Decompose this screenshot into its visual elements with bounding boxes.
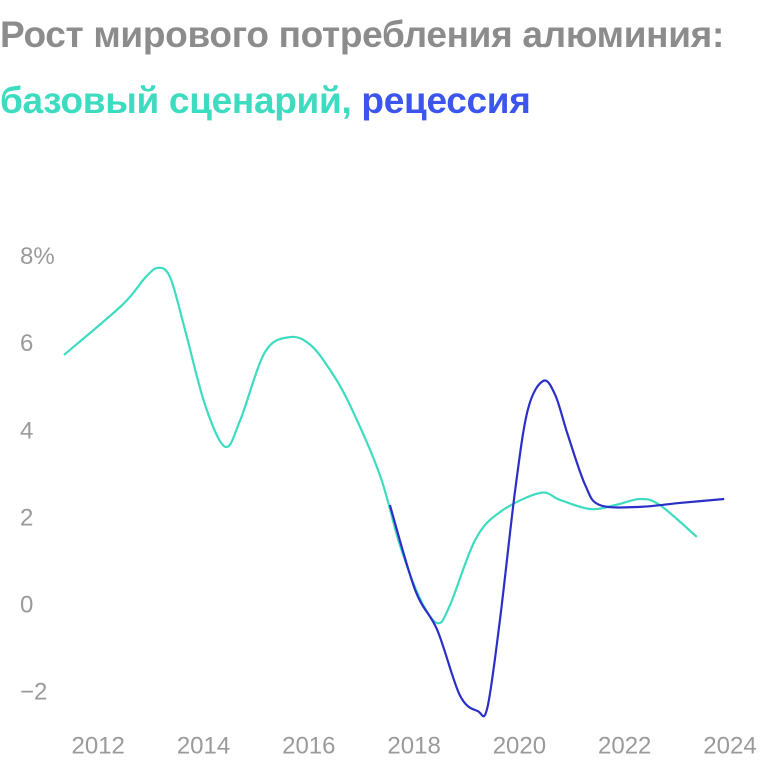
chart-title: Рост мирового потребления алюминия: базо… bbox=[0, 2, 760, 134]
x-tick-label: 2020 bbox=[493, 732, 546, 759]
x-tick-label: 2018 bbox=[387, 732, 440, 759]
x-tick-label: 2024 bbox=[703, 732, 756, 759]
y-tick-label: −2 bbox=[20, 679, 47, 706]
title-text: Рост мирового потребления алюминия: bbox=[0, 14, 724, 55]
y-tick-label: 0 bbox=[20, 591, 33, 618]
series-line bbox=[388, 379, 725, 718]
y-tick-label: 6 bbox=[20, 330, 33, 357]
series-line bbox=[63, 266, 698, 625]
legend-entry: базовый сценарий, bbox=[0, 80, 352, 121]
x-tick-label: 2022 bbox=[598, 732, 651, 759]
y-tick-label: 4 bbox=[20, 417, 33, 444]
y-tick-label: 2 bbox=[20, 504, 33, 531]
x-tick-label: 2014 bbox=[177, 732, 230, 759]
y-tick-label: 8% bbox=[20, 243, 55, 270]
x-tick-label: 2016 bbox=[282, 732, 335, 759]
x-tick-label: 2012 bbox=[72, 732, 125, 759]
legend-entry: рецессия bbox=[361, 80, 531, 121]
